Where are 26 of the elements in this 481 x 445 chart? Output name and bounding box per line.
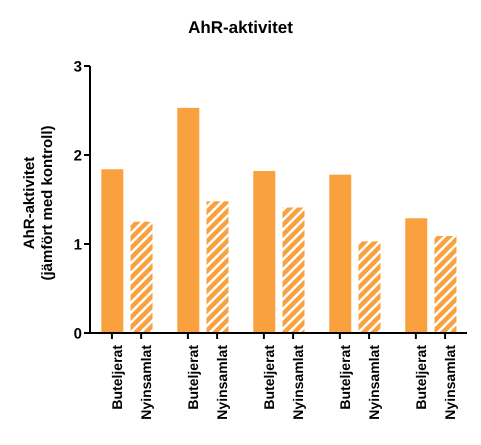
bar [282,208,304,333]
bar [358,241,380,333]
y-tick-label: 1 [74,236,82,254]
x-tick-label: Buteljerat [184,344,201,410]
bar [206,201,229,333]
bar [329,174,352,333]
x-tick-label: Nyinsamlat [138,344,154,420]
bar [130,222,153,333]
bar [177,108,200,333]
bar [405,218,428,333]
bar [253,171,276,333]
bar [434,236,456,333]
y-tick-label: 0 [74,325,82,342]
x-tick-label: Buteljerat [412,344,429,410]
y-tick-label: 3 [74,58,82,76]
y-axis-title: AhR-aktivitet (jämfört med kontroll) [21,125,56,281]
bar [101,169,124,333]
x-tick-label: Nyinsamlat [366,344,382,420]
y-tick-label: 2 [74,147,82,164]
x-tick-label: Buteljerat [108,344,125,410]
x-tick-label: Nyinsamlat [290,344,306,420]
x-tick-label: Buteljerat [336,344,353,410]
x-tick-label: Nyinsamlat [442,344,458,420]
chart-title: AhR-aktivitet [187,18,294,38]
x-tick-label: Nyinsamlat [214,344,230,420]
x-tick-label: Buteljerat [260,344,277,410]
